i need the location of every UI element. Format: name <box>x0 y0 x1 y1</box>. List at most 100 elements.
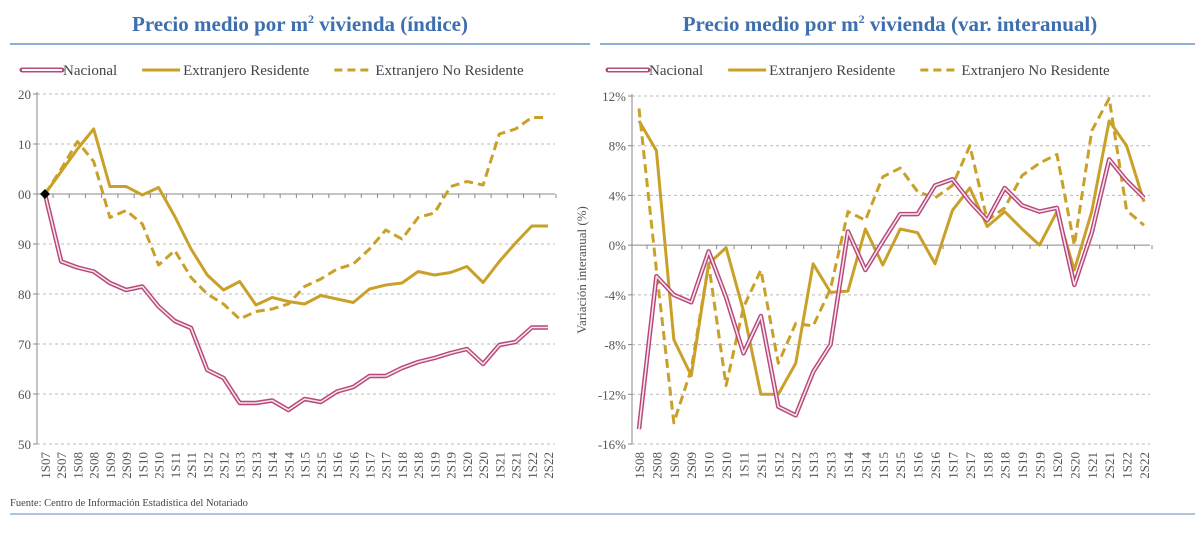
chart-title-superscript: 2 <box>859 12 865 26</box>
x-tick-label: 2S21 <box>1102 452 1117 479</box>
x-tick-label: 2S11 <box>754 452 769 478</box>
y-tick-label: 90 <box>18 237 31 252</box>
x-tick-label: 2S08 <box>649 452 664 479</box>
x-tick-label: 2S13 <box>824 452 839 479</box>
x-tick-label: 2S22 <box>1137 452 1152 479</box>
chart-title: Precio medio por m2 vivienda (índice) <box>132 12 468 36</box>
x-tick-label: 1S15 <box>298 452 313 479</box>
chart-title-superscript: 2 <box>308 12 314 26</box>
y-tick-label: 20 <box>18 87 31 102</box>
series-nacional <box>42 193 548 413</box>
x-tick-label: 2S20 <box>476 452 491 479</box>
x-tick-label: 2S15 <box>314 452 329 479</box>
series-line-inner <box>638 158 1145 430</box>
x-tick-label: 2S14 <box>281 452 296 479</box>
x-tick-label: 1S18 <box>395 452 410 479</box>
source-note: Fuente: Centro de Información Estadístic… <box>10 498 248 509</box>
series-line-inner <box>44 193 548 411</box>
legend-label: Extranjero Residente <box>183 63 310 79</box>
x-tick-label: 2S14 <box>858 452 873 479</box>
x-tick-label: 2S16 <box>928 452 943 479</box>
x-tick-label: 1S14 <box>841 452 856 479</box>
legend-item: Extranjero No Residente <box>334 63 524 79</box>
legend-item: Extranjero Residente <box>142 63 310 79</box>
x-tick-label: 2S11 <box>184 452 199 478</box>
x-tick-label: 2S09 <box>119 452 134 479</box>
y-tick-label: 12% <box>602 89 626 104</box>
series-line <box>43 127 548 307</box>
y-tick-label: 10 <box>18 137 31 152</box>
x-tick-label: 1S21 <box>1085 452 1100 479</box>
x-tick-label: 2S21 <box>509 452 524 479</box>
x-tick-label: 2S10 <box>152 452 167 479</box>
x-tick-label: 1S22 <box>525 452 540 479</box>
x-tick-label: 2S12 <box>789 452 804 479</box>
y-tick-label: 60 <box>18 387 31 402</box>
chart-title-text: Precio medio por m <box>132 12 308 36</box>
series-extranjero-residente <box>43 127 548 307</box>
y-tick-label: 80 <box>18 287 31 302</box>
y-axis-label: Variación interanual (%) <box>574 206 589 334</box>
x-tick-label: 1S10 <box>135 452 150 479</box>
chart-title-text-end: vivienda (índice) <box>314 12 468 36</box>
x-tick-label: 2S17 <box>963 452 978 479</box>
y-tick-label: 0% <box>609 238 627 253</box>
x-tick-label: 2S20 <box>1067 452 1082 479</box>
x-tick-label: 1S22 <box>1120 452 1135 479</box>
legend-item: Extranjero Residente <box>728 63 896 79</box>
x-tick-label: 1S20 <box>460 452 475 479</box>
chart-title-text-end: vivienda (var. interanual) <box>865 12 1098 36</box>
series-extranjero-no-residente <box>637 96 1145 425</box>
x-tick-label: 2S16 <box>346 452 361 479</box>
x-tick-label: 1S07 <box>38 452 53 479</box>
legend-item: Nacional <box>605 63 703 79</box>
x-tick-label: 2S09 <box>684 452 699 479</box>
x-tick-label: 1S13 <box>806 452 821 479</box>
x-tick-label: 2S13 <box>249 452 264 479</box>
y-tick-label: 4% <box>609 188 627 203</box>
x-tick-label: 1S08 <box>632 452 647 479</box>
series-line <box>43 116 548 321</box>
x-tick-label: 2S07 <box>54 452 69 479</box>
chart-title: Precio medio por m2 vivienda (var. inter… <box>683 12 1098 36</box>
x-tick-label: 1S20 <box>1050 452 1065 479</box>
y-tick-label: 50 <box>18 437 31 452</box>
y-tick-label: -16% <box>598 437 626 452</box>
x-tick-label: 2S12 <box>216 452 231 479</box>
x-tick-label: 2S17 <box>379 452 394 479</box>
x-tick-label: 1S10 <box>702 452 717 479</box>
x-tick-label: 1S11 <box>736 452 751 478</box>
series-nacional <box>636 157 1146 430</box>
legend-label: Extranjero No Residente <box>375 63 524 79</box>
y-tick-label: 70 <box>18 337 31 352</box>
y-tick-label: -12% <box>598 387 626 402</box>
legend-label: Nacional <box>63 63 117 79</box>
x-tick-label: 1S18 <box>980 452 995 479</box>
legend-item: Extranjero No Residente <box>920 63 1110 79</box>
y-tick-label: 8% <box>609 139 627 154</box>
x-tick-label: 1S13 <box>233 452 248 479</box>
legend-label: Nacional <box>649 63 703 79</box>
legend-label: Extranjero No Residente <box>961 63 1110 79</box>
series-line <box>637 96 1145 425</box>
x-tick-label: 1S17 <box>945 452 960 479</box>
chart-price-index: Precio medio por m2 vivienda (índice) Nac… <box>10 12 590 479</box>
x-tick-label: 2S18 <box>998 452 1013 479</box>
x-tick-label: 2S19 <box>1033 452 1048 479</box>
x-tick-label: 1S17 <box>363 452 378 479</box>
x-tick-label: 2S19 <box>444 452 459 479</box>
x-tick-label: 1S16 <box>911 452 926 479</box>
x-tick-label: 2S08 <box>87 452 102 479</box>
x-tick-label: 2S10 <box>719 452 734 479</box>
x-tick-label: 1S16 <box>330 452 345 479</box>
x-tick-label: 1S11 <box>168 452 183 478</box>
x-tick-label: 1S14 <box>265 452 280 479</box>
x-tick-label: 1S12 <box>200 452 215 479</box>
series-extranjero-no-residente <box>43 116 548 321</box>
series-line <box>636 157 1146 430</box>
x-tick-label: 2S18 <box>411 452 426 479</box>
x-tick-label: 1S19 <box>427 452 442 479</box>
x-tick-label: 1S09 <box>103 452 118 479</box>
legend-label: Extranjero Residente <box>769 63 896 79</box>
